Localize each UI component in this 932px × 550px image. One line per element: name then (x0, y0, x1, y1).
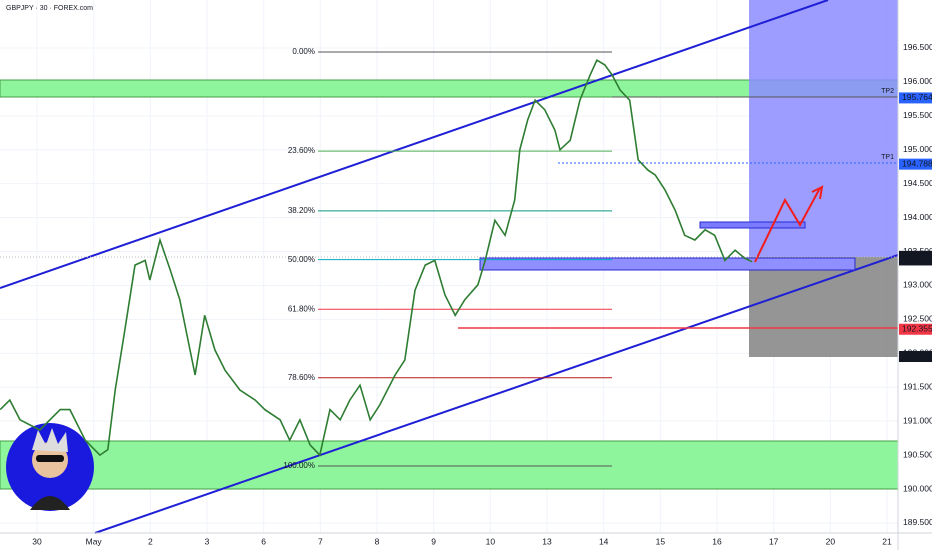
support-zone (0, 440, 899, 490)
target-label: TP2 (881, 88, 894, 95)
y-tick-label: 193.500 (903, 246, 932, 256)
drawings (0, 0, 899, 534)
avatar-body (30, 496, 70, 510)
x-tick-label: 3 (205, 536, 210, 546)
fib-label: 61.80% (288, 304, 315, 313)
price-tag-label: 195.764 (902, 92, 932, 102)
channel-lower (94, 254, 899, 534)
fib-label: 50.00% (288, 255, 315, 264)
x-tick-label: 2 (148, 536, 153, 546)
x-tick-label: 7 (318, 536, 323, 546)
price-tag-label: 194.788 (902, 158, 932, 168)
x-tick-label: 16 (712, 536, 722, 546)
countdown-bg (899, 254, 932, 263)
channel-upper (0, 0, 829, 289)
y-tick-label: 195.500 (903, 110, 932, 120)
x-tick-label: 15 (656, 536, 666, 546)
price-tag (899, 92, 932, 104)
x-tick-label: 9 (431, 536, 436, 546)
price-tag-label: 192.355 (902, 323, 932, 333)
y-tick-label: 193.000 (903, 280, 932, 290)
x-tick-label: 21 (882, 536, 892, 546)
price-tag (899, 351, 932, 363)
y-tick-label: 190.500 (903, 449, 932, 459)
arrow-head (811, 185, 824, 200)
fib-label: 0.00% (292, 47, 315, 56)
fib-label: 78.60% (288, 373, 315, 382)
x-tick-label: May (86, 536, 103, 546)
x-tick-label: 6 (261, 536, 266, 546)
stop-box (749, 257, 898, 357)
target-label: TP1 (881, 154, 894, 161)
projection-arrow (754, 187, 821, 263)
y-tick-label: 192.500 (903, 314, 932, 324)
x-tick-label: 30 (32, 536, 42, 546)
fib-label: 38.20% (288, 206, 315, 215)
target-box (749, 0, 898, 257)
y-tick-label: 196.000 (903, 76, 932, 86)
y-tick-label: 194.000 (903, 212, 932, 222)
countdown: 29:46 (902, 253, 921, 262)
x-tick-label: 10 (486, 536, 496, 546)
avatar (6, 423, 94, 511)
price-tag-label: 191.953 (902, 351, 932, 361)
y-tick-label: 191.500 (903, 381, 932, 391)
y-tick-label: 194.500 (903, 178, 932, 188)
y-tick-label: 196.500 (903, 42, 932, 52)
x-tick-label: 14 (599, 536, 609, 546)
x-tick-label: 13 (542, 536, 552, 546)
fib-label: 100.00% (283, 461, 315, 470)
x-tick-label: 20 (826, 536, 836, 546)
avatar-hair (32, 428, 68, 452)
avatar-glasses (36, 455, 64, 462)
order-block (479, 257, 856, 271)
fib-label: 23.60% (288, 146, 315, 155)
order-block (699, 221, 806, 229)
y-tick-label: 195.000 (903, 144, 932, 154)
x-tick-label: 8 (375, 536, 380, 546)
price-tag (899, 158, 932, 170)
price-tag (899, 323, 932, 335)
x-tick-label: 17 (769, 536, 779, 546)
y-tick-label: 189.500 (903, 517, 932, 527)
y-tick-label: 190.000 (903, 483, 932, 493)
price-line (0, 59, 753, 457)
y-tick-label: 191.000 (903, 415, 932, 425)
chart-title: GBPJPY · 30 · FOREX.com (6, 5, 93, 12)
